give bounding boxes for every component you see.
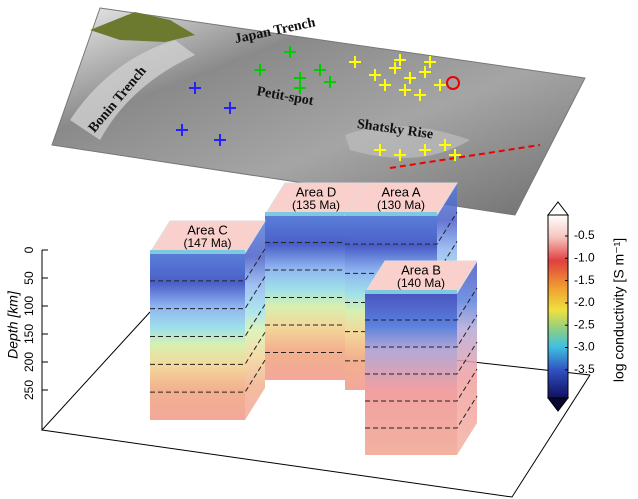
area-name: Area C [187,222,227,237]
area-age: (135 Ma) [292,198,340,212]
colorbar-label: log conductivity [S m⁻¹] [611,238,627,382]
station [294,82,306,94]
layer-boundary [150,248,266,282]
station [419,144,431,156]
terrain-map [51,7,586,216]
colorbar [547,214,569,399]
station [369,69,381,81]
trench-wall [70,40,195,140]
area-name: Area B [401,262,441,277]
layer-boundary [150,332,266,365]
colorbar-tick-label: -0.5 [574,228,595,242]
area-column: Area C(147 Ma) [149,220,266,420]
column-side [457,261,477,455]
profile-line [389,144,541,169]
floor-outline [40,311,591,498]
stations [176,46,461,161]
colorbar-cap [546,201,570,216]
layer-boundary [150,304,266,337]
station [424,56,436,68]
column-top-band [345,212,437,216]
area-name: Area A [381,184,420,199]
station [349,56,361,68]
station [394,149,406,161]
layer-boundary [365,368,478,402]
area-name: Area D [296,184,336,199]
station [324,76,336,88]
layer-boundary [345,211,458,245]
layer-boundary [365,314,478,348]
layer-boundary [365,341,478,375]
layer-boundary [150,359,266,393]
depth-tick-label: 50 [22,271,36,285]
depth-tick-label: 150 [22,324,36,344]
colorbar-tick-label: -1.0 [574,250,595,264]
colorbar-cap [546,397,570,412]
area-age: (130 Ma) [377,198,425,212]
layer-boundary [365,287,478,321]
station [439,139,451,151]
colorbar-tick-label: -2.0 [574,295,595,309]
station [379,79,391,91]
station [404,72,416,84]
station [314,64,326,76]
station [399,84,411,96]
column-front [150,253,245,420]
station [394,54,406,66]
station [189,82,201,94]
column-front [365,293,457,455]
station [254,64,266,76]
area-age: (140 Ma) [397,276,445,290]
station [284,46,296,58]
depth-tick-label: 0 [22,246,36,253]
colorbar-tick-label: -2.5 [574,317,595,331]
station [176,124,188,136]
station [434,79,446,91]
area-age: (147 Ma) [183,236,231,250]
column-top-band [150,250,245,254]
station [419,66,431,78]
colorbar-tick-label: -3.0 [574,340,595,354]
land [90,12,195,42]
column-top-band [365,290,457,294]
site-marker [446,76,460,90]
depth-axis-label: Depth [km] [5,290,21,359]
colorbar-tick-label: -1.5 [574,273,595,287]
station [214,134,226,146]
station [414,89,426,101]
depth-tick-label: 100 [22,296,36,316]
column-top-band [265,212,347,216]
layer-boundary [365,395,478,429]
layer-boundary [150,276,266,310]
colorbar-tick-label: -3.5 [574,362,595,376]
station [224,102,236,114]
station [374,144,386,156]
depth-tick-label: 250 [22,380,36,400]
station [389,62,401,74]
station [449,149,461,161]
depth-tick-label: 200 [22,352,36,372]
area-column: Area B(140 Ma) [364,260,478,455]
